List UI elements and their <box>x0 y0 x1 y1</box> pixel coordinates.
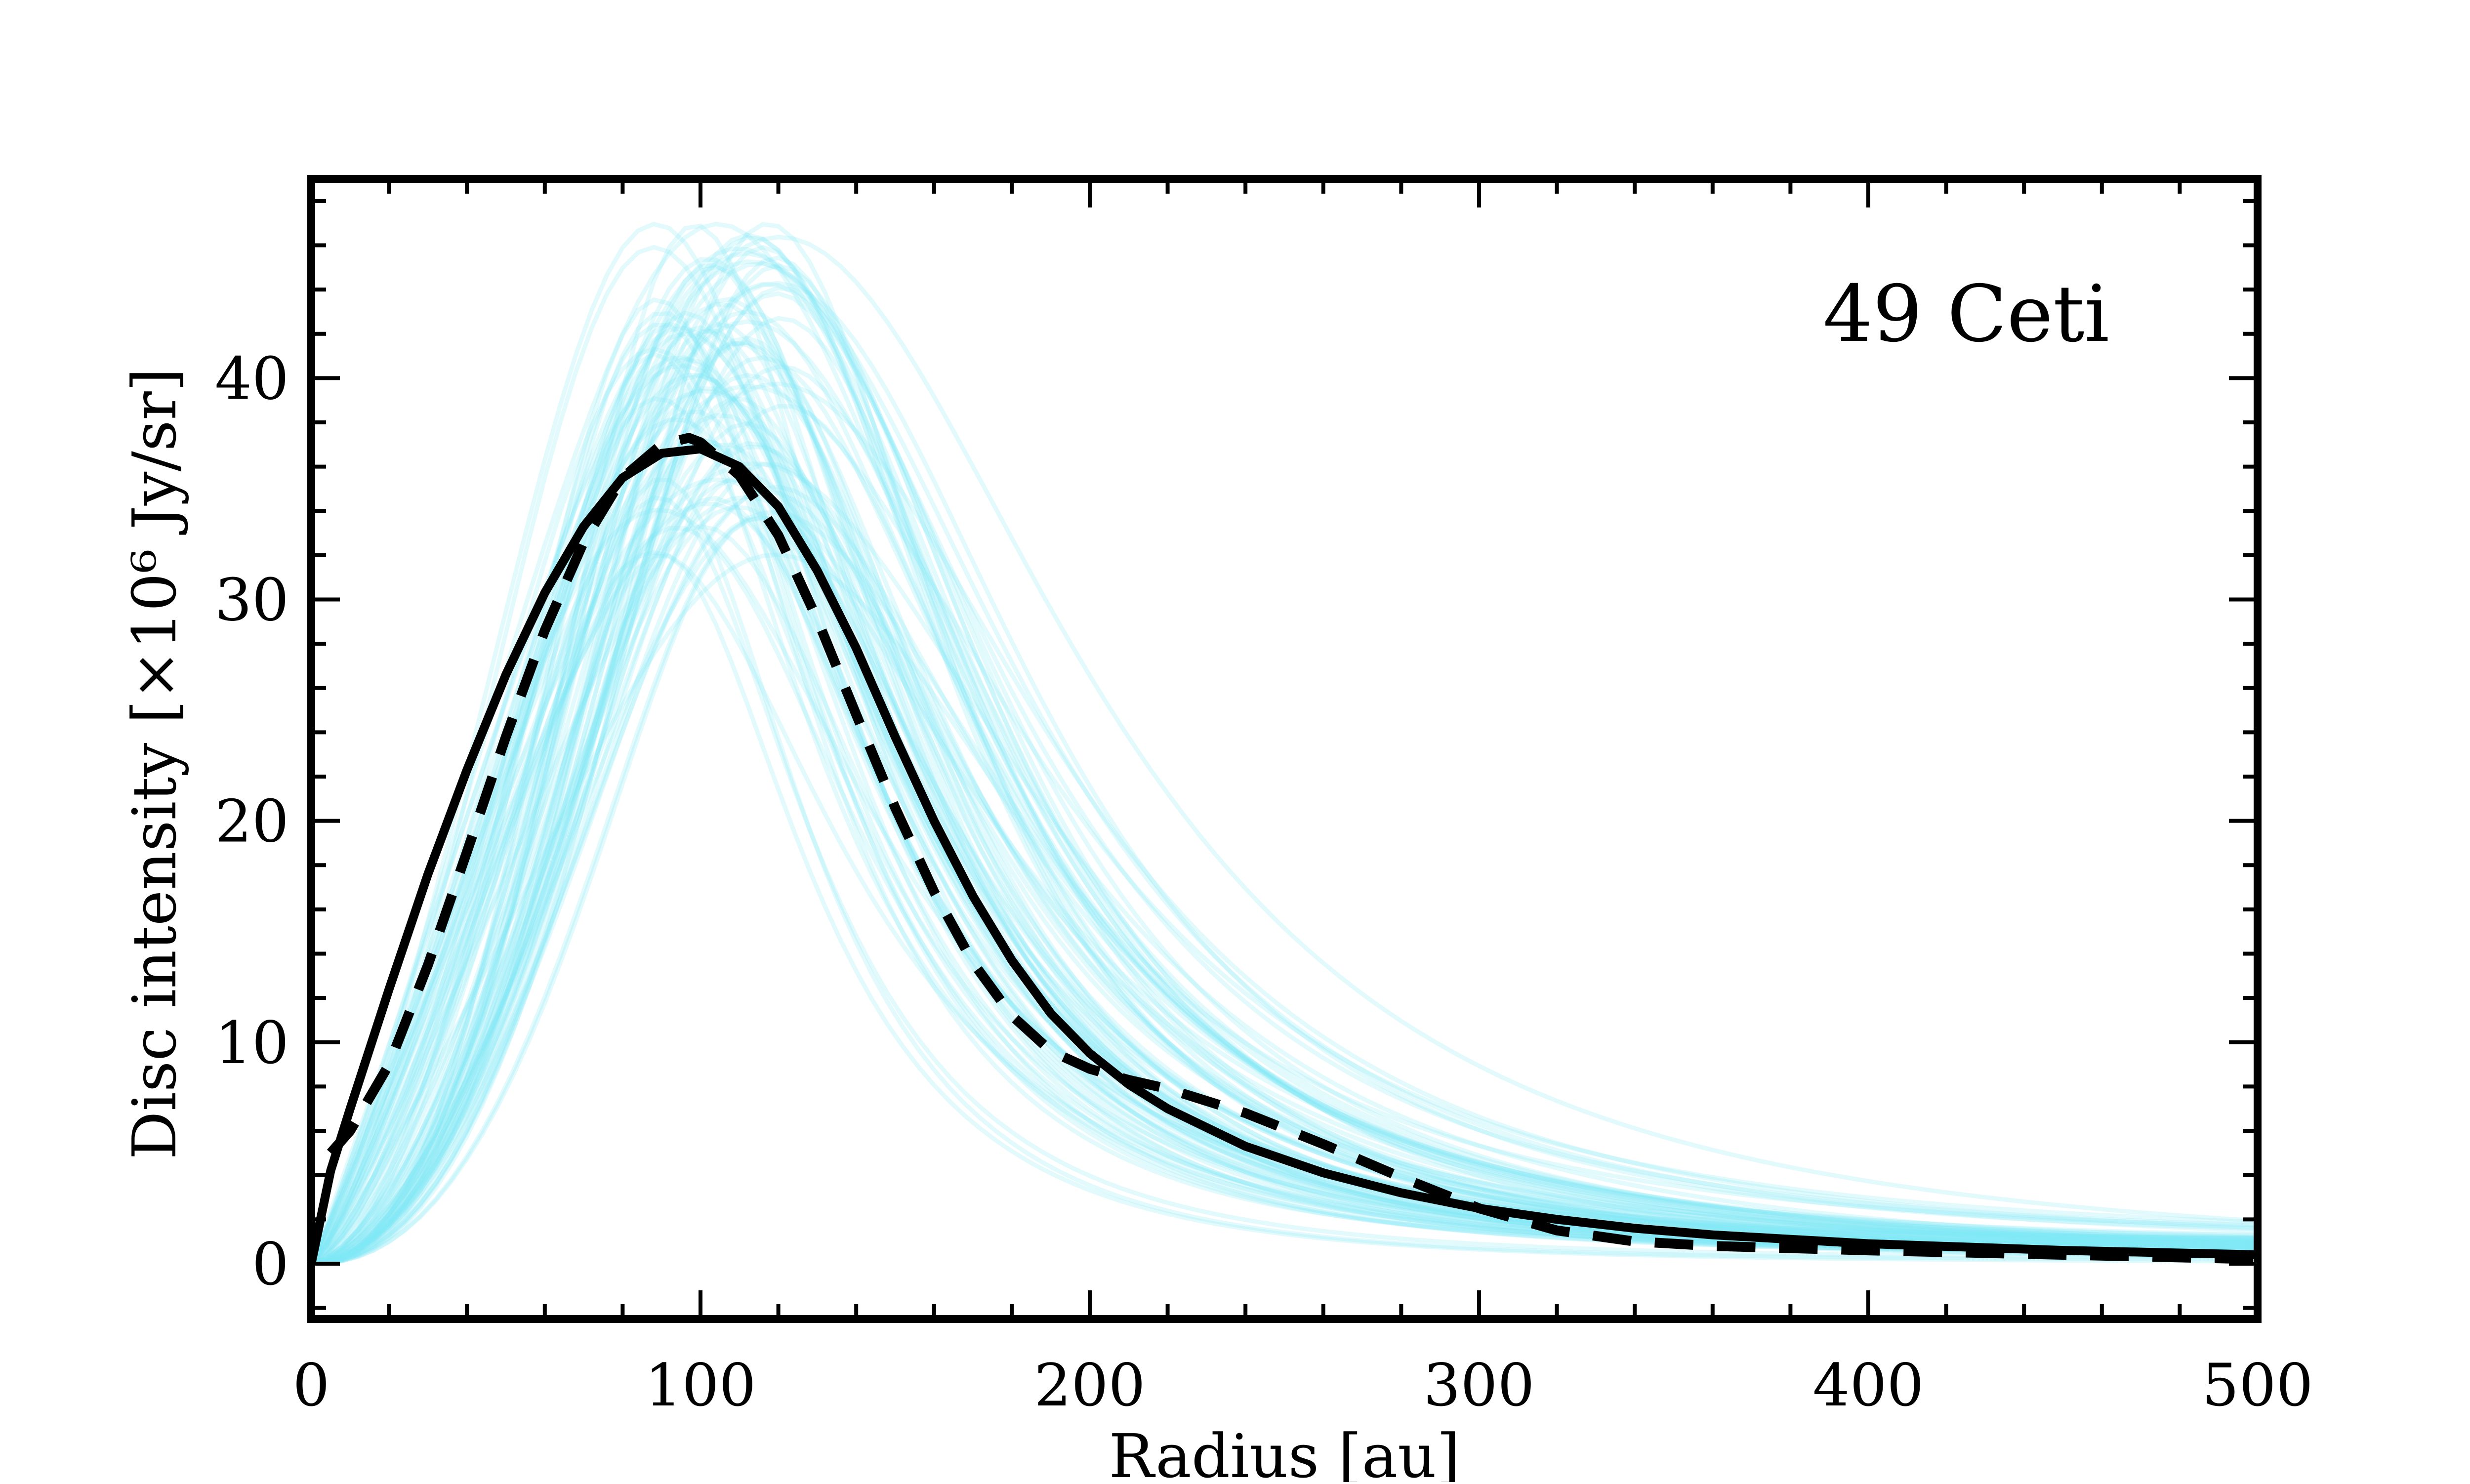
posterior-sample-line <box>311 477 2258 1266</box>
plot-frame <box>307 175 2262 1323</box>
y-tick-label: 0 <box>252 1230 289 1298</box>
posterior-sample-line <box>311 322 2258 1266</box>
posterior-sample-line <box>309 381 2258 1265</box>
posterior-sample-line <box>311 355 2258 1266</box>
posterior-sample-line <box>309 384 2258 1265</box>
posterior-sample-line <box>311 263 2258 1266</box>
posterior-sample-line <box>309 251 2258 1265</box>
posterior-sample-line <box>310 404 2258 1266</box>
y-tick-label: 30 <box>215 566 289 634</box>
posterior-sample-line <box>311 364 2258 1266</box>
posterior-sample-line <box>309 461 2258 1265</box>
posterior-sample-line <box>311 335 2258 1266</box>
posterior-sample-line <box>311 245 2258 1266</box>
x-tick-label: 100 <box>645 1351 756 1419</box>
posterior-sample-line <box>309 388 2258 1265</box>
posterior-sample-line <box>309 319 2258 1265</box>
posterior-sample-line <box>311 321 2258 1266</box>
dashed-model-line <box>327 433 2258 1264</box>
posterior-sample-line <box>311 441 2258 1266</box>
posterior-sample-line <box>311 291 2258 1266</box>
x-tick-label: 200 <box>1034 1351 1145 1419</box>
posterior-sample-line <box>311 263 2258 1266</box>
posterior-sample-line <box>311 325 2258 1266</box>
y-tick-label: 20 <box>215 787 289 856</box>
x-tick-label: 400 <box>1812 1351 1924 1419</box>
ticks-layer <box>309 179 2260 1319</box>
x-tick-label: 500 <box>2202 1351 2313 1419</box>
posterior-sample-line <box>311 485 2258 1266</box>
posterior-sample-line <box>309 477 2258 1265</box>
model-lines-layer <box>307 433 2258 1265</box>
posterior-sample-line <box>309 235 2258 1265</box>
posterior-sample-line <box>311 222 2258 1266</box>
posterior-sample-line <box>311 309 2258 1266</box>
posterior-sample-line <box>311 255 2258 1266</box>
posterior-sample-line <box>311 286 2258 1266</box>
chart-annotation: 49 Ceti <box>1823 269 2109 360</box>
x-axis-title: Radius [au] <box>1109 1421 1460 1482</box>
posterior-sample-line <box>311 553 2258 1266</box>
posterior-sample-line <box>311 340 2258 1266</box>
posterior-sample-line <box>311 515 2258 1266</box>
posterior-sample-line <box>310 445 2258 1266</box>
x-tick-label: 0 <box>292 1351 329 1419</box>
posterior-sample-line <box>309 261 2258 1265</box>
posterior-sample-line <box>309 221 2258 1265</box>
y-tick-label: 40 <box>215 344 289 412</box>
x-tick-label: 300 <box>1423 1351 1534 1419</box>
posterior-sample-line <box>311 477 2258 1266</box>
posterior-sample-line <box>310 373 2258 1266</box>
posterior-sample-line <box>311 340 2258 1266</box>
posterior-sample-line <box>309 259 2258 1265</box>
posterior-sample-line <box>310 282 2258 1266</box>
y-axis-title: Disc intensity [×10⁶ Jy/sr] <box>120 368 190 1160</box>
posterior-sample-line <box>310 386 2258 1266</box>
posterior-sample-line <box>311 462 2258 1266</box>
solid-model-line <box>307 444 2258 1265</box>
y-tick-label: 10 <box>215 1009 289 1077</box>
posterior-sample-line <box>311 223 2258 1266</box>
posterior-sample-line <box>311 472 2258 1266</box>
posterior-sample-line <box>310 331 2258 1266</box>
posterior-samples-layer <box>309 221 2258 1266</box>
posterior-sample-line <box>310 510 2258 1266</box>
posterior-sample-line <box>309 552 2258 1266</box>
posterior-sample-line <box>311 489 2258 1266</box>
posterior-sample-line <box>310 233 2258 1266</box>
posterior-sample-line <box>311 235 2258 1266</box>
tick-labels-layer: 0 100 200 300 400 500 0 10 20 30 40 <box>215 344 2313 1419</box>
posterior-sample-line <box>310 257 2258 1266</box>
